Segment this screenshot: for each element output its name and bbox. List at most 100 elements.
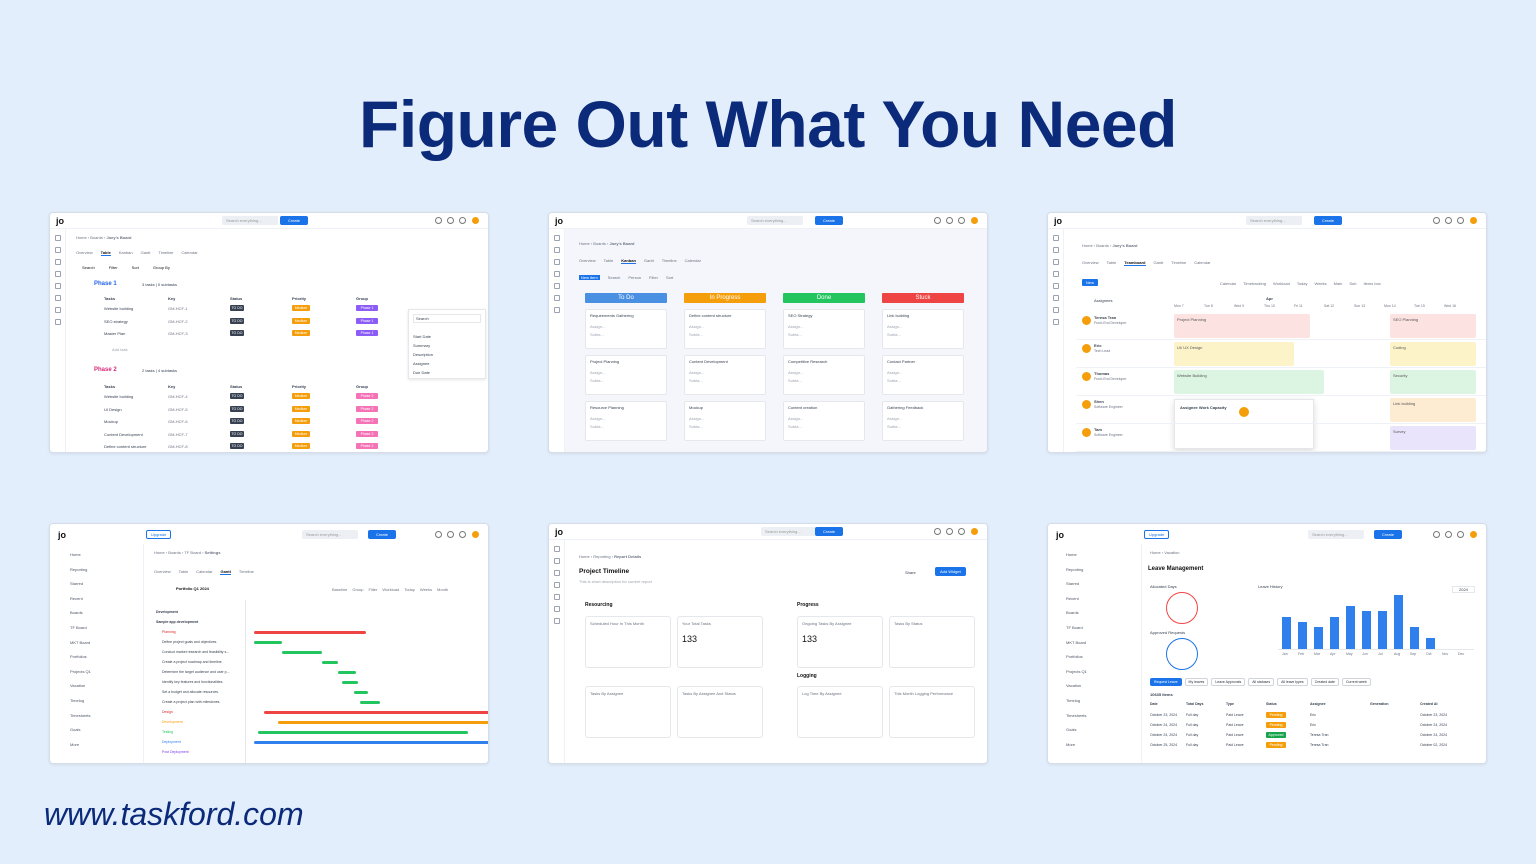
filter-chip[interactable]: My leaves <box>1184 678 1209 686</box>
column-header[interactable]: To Do <box>585 293 667 303</box>
gantt-row-label[interactable]: Create a project plan with milestones. <box>162 700 221 704</box>
filter-chip[interactable]: All leave types <box>1277 678 1308 686</box>
sort-button[interactable]: Sort <box>665 275 674 280</box>
tab-calendar[interactable]: Calendar <box>181 250 198 255</box>
sidebar-item[interactable]: Boards <box>1066 610 1079 616</box>
priority-badge[interactable]: Medium <box>292 305 310 311</box>
status-badge[interactable]: Approved <box>1266 732 1286 738</box>
column-header[interactable]: Stuck <box>882 293 964 303</box>
help-icon[interactable] <box>1457 217 1464 224</box>
sidebar-item[interactable]: Timesheets <box>70 712 91 718</box>
search-input[interactable]: Search everything... <box>1308 530 1364 539</box>
filter-button[interactable]: Filter <box>368 587 378 592</box>
phase2-title[interactable]: Phase 2 <box>94 367 117 373</box>
priority-badge[interactable]: Medium <box>292 405 310 412</box>
task-name[interactable]: Website building <box>104 306 134 311</box>
column-header[interactable]: Tasks <box>104 296 116 301</box>
column-header[interactable]: Group <box>356 384 368 389</box>
task-name[interactable]: SEO strategy <box>104 318 128 324</box>
help-icon[interactable] <box>958 217 965 224</box>
gantt-bar[interactable] <box>360 701 380 704</box>
status-badge[interactable]: TO DO <box>230 405 244 412</box>
avatar[interactable] <box>1469 530 1478 539</box>
tab-overview[interactable]: Overview <box>1082 260 1099 265</box>
today-button[interactable]: Today <box>1296 281 1308 286</box>
status-badge[interactable]: Pending <box>1266 712 1286 718</box>
kanban-card[interactable]: Project Planning Assign... Subta... <box>585 355 667 395</box>
card-subtasks[interactable]: Subta... <box>689 378 703 383</box>
chat-icon[interactable] <box>934 217 941 224</box>
bell-icon[interactable] <box>447 217 454 224</box>
gantt-bar[interactable] <box>254 631 366 634</box>
group-by-button[interactable]: Group By <box>152 265 170 270</box>
history-bar[interactable] <box>1330 616 1339 649</box>
task-name[interactable]: Define content structure <box>104 444 147 449</box>
task-block[interactable]: Project Planning <box>1174 314 1310 338</box>
priority-badge[interactable]: Medium <box>292 330 310 336</box>
sidebar-item[interactable]: Starred <box>70 581 84 587</box>
kanban-card[interactable]: Contact Partner Assign... Subta... <box>882 355 964 395</box>
card-assignee[interactable]: Assign... <box>788 324 804 329</box>
tab-kanban[interactable]: Kanban <box>118 250 133 255</box>
sidebar-item[interactable]: Vacation <box>70 683 86 689</box>
create-button[interactable]: Create <box>815 527 843 536</box>
chat-icon[interactable] <box>435 531 442 538</box>
year-select[interactable]: 2024 <box>1452 586 1475 593</box>
column-header[interactable]: Group <box>356 296 368 301</box>
card-subtasks[interactable]: Subta... <box>689 424 703 429</box>
portfolio-title[interactable]: Portfolio Q1 2024 <box>176 586 209 591</box>
tab-timeline[interactable]: Timeline <box>661 258 677 263</box>
sidebar-item[interactable]: Timesheets <box>1066 712 1087 718</box>
gantt-row-label[interactable]: Create a project roadmap and timeline. <box>162 660 223 664</box>
gantt-bar[interactable] <box>254 641 282 644</box>
tab-table[interactable]: Table <box>100 250 111 256</box>
status-badge[interactable]: TO DO <box>230 430 244 437</box>
column-header[interactable]: Date <box>1150 702 1158 706</box>
person-name[interactable]: Eric <box>1094 343 1102 348</box>
kanban-card[interactable]: Resource Planning Assign... Subta... <box>585 401 667 441</box>
share-button[interactable]: Share <box>905 570 916 575</box>
sidebar-item[interactable]: Goals <box>1066 727 1077 733</box>
history-bar[interactable] <box>1314 627 1323 649</box>
tab-overview[interactable]: Overview <box>76 250 93 255</box>
avatar[interactable] <box>970 216 979 225</box>
filter-button[interactable]: Filter <box>108 265 118 270</box>
search-input[interactable]: Search everything... <box>222 216 278 225</box>
gantt-bar[interactable] <box>254 741 488 744</box>
assignees-label[interactable]: Assignees <box>1094 298 1113 303</box>
help-icon[interactable] <box>459 531 466 538</box>
kanban-card[interactable]: Define content structure Assign... Subta..… <box>684 309 766 349</box>
column-header[interactable]: Status <box>230 296 243 301</box>
sidebar-item[interactable]: Reporting <box>1066 566 1084 572</box>
add-task-link[interactable]: Add task <box>112 347 128 352</box>
chat-icon[interactable] <box>435 217 442 224</box>
dropdown-search[interactable]: Search <box>413 314 481 323</box>
column-header[interactable]: In Progress <box>684 293 766 303</box>
filter-chip[interactable]: Leave Approvals <box>1211 678 1246 686</box>
card-subtasks[interactable]: Subta... <box>887 378 901 383</box>
upgrade-button[interactable]: Upgrade <box>1144 530 1170 539</box>
person-button[interactable]: Person <box>628 275 642 280</box>
search-button[interactable]: Search <box>607 275 621 280</box>
weeks-button[interactable]: Weeks <box>419 587 433 592</box>
sidebar-item[interactable]: Goals <box>70 727 81 733</box>
bell-icon[interactable] <box>946 528 953 535</box>
filter-chip[interactable]: Request Leave <box>1150 678 1182 686</box>
tab-table[interactable]: Table <box>603 258 614 263</box>
search-input[interactable]: Search everything... <box>1246 216 1302 225</box>
task-name[interactable]: Website building <box>104 394 134 399</box>
sub-toggle[interactable]: Sub <box>1349 281 1357 286</box>
avatar[interactable] <box>471 530 480 539</box>
task-block[interactable]: Coding <box>1390 342 1476 366</box>
main-toggle[interactable]: Main <box>1333 281 1343 286</box>
report-widget[interactable]: Tasks By Assignee <box>585 686 671 738</box>
person-name[interactable]: Teresa Tran <box>1094 315 1117 320</box>
report-widget[interactable]: Log Time By Assignee <box>797 686 883 738</box>
column-header[interactable]: Status <box>1266 702 1277 706</box>
status-badge[interactable]: TO DO <box>230 443 244 449</box>
card-assignee[interactable]: Assign... <box>788 370 804 375</box>
gantt-row-label[interactable]: Sample app development <box>156 620 199 624</box>
card-assignee[interactable]: Assign... <box>887 324 903 329</box>
gantt-row-label[interactable]: Set a budget and allocate resources. <box>162 690 220 694</box>
history-bar[interactable] <box>1410 627 1419 649</box>
